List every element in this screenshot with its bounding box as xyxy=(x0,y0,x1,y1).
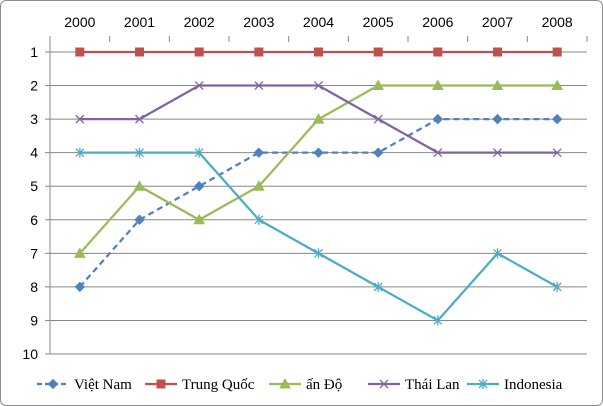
y-tick-label: 7 xyxy=(30,245,38,261)
star-marker xyxy=(478,379,488,389)
legend-label: Trung Quốc xyxy=(182,377,255,393)
square-marker xyxy=(135,47,144,57)
diamond-marker xyxy=(253,147,265,158)
star-marker xyxy=(373,281,383,292)
x-tick-labels: 2000 2001 2002 2003 2004 2005 2006 2007 2008 xyxy=(64,14,573,30)
legend-item: Việt Nam xyxy=(37,377,132,393)
x-marker xyxy=(314,81,323,91)
y-tick-label: 9 xyxy=(30,312,38,328)
star-marker xyxy=(194,147,204,158)
x-marker xyxy=(379,379,389,389)
triangle-marker xyxy=(133,180,146,191)
x-tick-label: 2002 xyxy=(184,14,215,30)
series-line xyxy=(78,117,558,288)
y-tick-label: 5 xyxy=(30,178,38,194)
x-marker xyxy=(254,81,264,91)
square-marker xyxy=(75,47,85,57)
legend-label: Thái Lan xyxy=(405,377,460,393)
star-marker xyxy=(433,315,443,326)
y-tick-label: 2 xyxy=(30,78,38,94)
square-marker xyxy=(254,47,264,57)
legend-item: ấn Độ xyxy=(269,377,342,393)
triangle-marker xyxy=(551,79,564,91)
triangle-marker xyxy=(193,213,206,225)
x-marker xyxy=(135,114,144,124)
x-tick-label: 2006 xyxy=(422,14,453,30)
y-tick-label: 10 xyxy=(22,346,38,362)
x-marker xyxy=(373,114,383,124)
triangle-marker xyxy=(279,377,291,389)
triangle-marker xyxy=(73,247,86,258)
triangle-marker xyxy=(372,79,385,91)
star-marker xyxy=(254,214,264,225)
diamond-marker xyxy=(47,378,59,390)
legend-label: ấn Độ xyxy=(306,377,342,393)
series-lines xyxy=(73,47,564,326)
legend: Việt Nam Trung Quốc ấn Độ Thái Lan Indonesia xyxy=(37,377,563,393)
y-tick-label: 3 xyxy=(30,111,38,127)
star-marker xyxy=(493,248,502,259)
diamond-marker xyxy=(313,147,324,158)
star-marker xyxy=(75,147,85,158)
series-3 xyxy=(75,81,562,158)
y-tick-label: 6 xyxy=(30,212,38,228)
x-marker xyxy=(75,114,85,124)
triangle-marker xyxy=(252,180,265,191)
triangle-marker xyxy=(312,113,325,124)
square-marker xyxy=(314,47,323,57)
y-tick-label: 4 xyxy=(30,145,38,161)
diamond-marker xyxy=(492,113,503,125)
diamond-marker xyxy=(551,113,563,125)
x-tick-label: 2005 xyxy=(363,14,394,30)
square-marker xyxy=(373,47,383,57)
diamond-marker xyxy=(74,281,86,293)
series-2 xyxy=(73,79,564,258)
star-marker xyxy=(314,248,323,259)
triangle-marker xyxy=(431,79,444,91)
square-marker xyxy=(433,47,443,57)
x-marker xyxy=(493,148,502,158)
x-tick-label: 2001 xyxy=(124,14,155,30)
legend-label: Indonesia xyxy=(504,377,563,393)
diamond-marker xyxy=(134,214,145,225)
diamond-marker xyxy=(193,181,205,192)
y-tick-label: 1 xyxy=(30,44,38,60)
x-marker xyxy=(433,148,443,158)
series-4 xyxy=(75,147,562,326)
x-marker xyxy=(552,148,562,158)
legend-item: Trung Quốc xyxy=(145,377,255,393)
axes xyxy=(45,36,588,355)
x-tick-label: 2003 xyxy=(243,14,274,30)
x-tick-label: 2008 xyxy=(542,14,573,30)
square-marker xyxy=(552,47,562,57)
series-line xyxy=(78,84,558,255)
y-tick-label: 8 xyxy=(30,279,38,295)
triangle-marker xyxy=(491,79,504,91)
x-tick-label: 2000 xyxy=(64,14,95,30)
series-1 xyxy=(75,47,562,57)
star-marker xyxy=(135,147,144,158)
series-0 xyxy=(74,113,563,293)
y-tick-labels: 1 2 3 4 5 6 7 8 9 10 xyxy=(22,44,38,362)
x-tick-label: 2004 xyxy=(303,14,334,30)
square-marker xyxy=(156,379,166,389)
star-marker xyxy=(552,281,562,292)
diamond-marker xyxy=(372,147,384,158)
square-marker xyxy=(194,47,204,57)
x-marker xyxy=(194,81,204,91)
diamond-marker xyxy=(432,113,444,125)
grid-lines xyxy=(50,51,587,321)
x-tick-label: 2007 xyxy=(482,14,513,30)
legend-label: Việt Nam xyxy=(74,377,132,393)
square-marker xyxy=(493,47,502,57)
series-line xyxy=(79,151,558,322)
legend-item: Thái Lan xyxy=(368,377,460,393)
legend-item: Indonesia xyxy=(467,377,563,393)
